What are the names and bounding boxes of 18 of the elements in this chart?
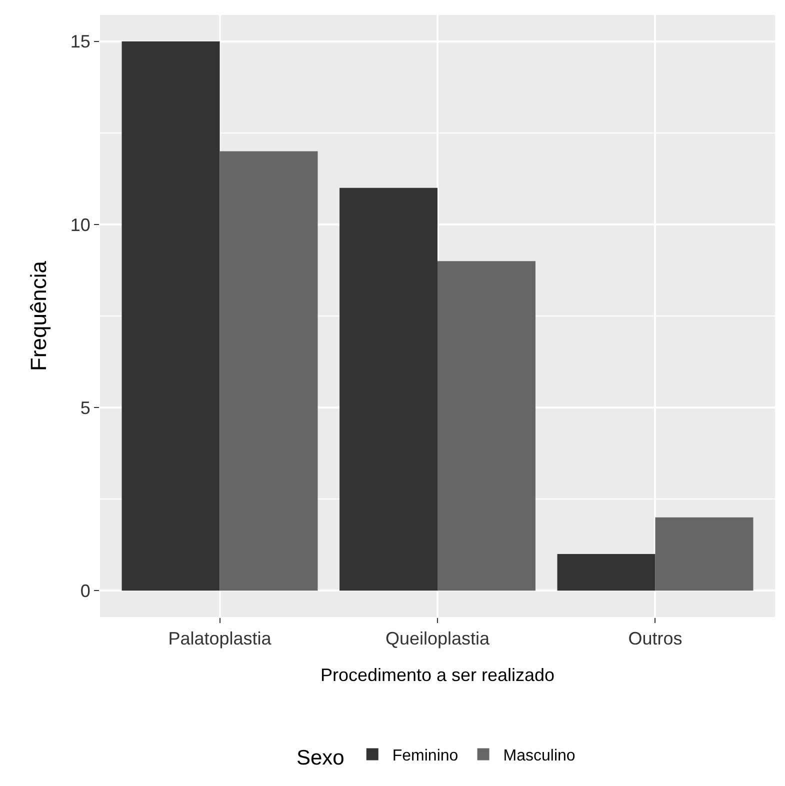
legend-title: Sexo — [296, 746, 344, 770]
y-tick-label: 0 — [80, 580, 90, 601]
bar — [122, 41, 220, 591]
bar — [438, 261, 536, 591]
bar — [340, 188, 438, 591]
y-tick-label: 15 — [70, 32, 90, 52]
bar — [655, 517, 754, 591]
bar — [557, 554, 656, 591]
x-tick-label: Palatoplastia — [168, 628, 272, 649]
bar — [220, 151, 318, 591]
legend-label: Feminino — [392, 748, 458, 765]
legend-label: Masculino — [503, 748, 576, 765]
y-tick-label: 10 — [70, 214, 90, 235]
x-tick-label: Outros — [628, 628, 682, 649]
y-axis-title: Frequência — [26, 260, 51, 372]
x-tick-label: Queiloplastia — [385, 628, 491, 649]
x-axis-title: Procedimento a ser realizado — [320, 665, 555, 685]
y-tick-label: 5 — [80, 398, 90, 418]
